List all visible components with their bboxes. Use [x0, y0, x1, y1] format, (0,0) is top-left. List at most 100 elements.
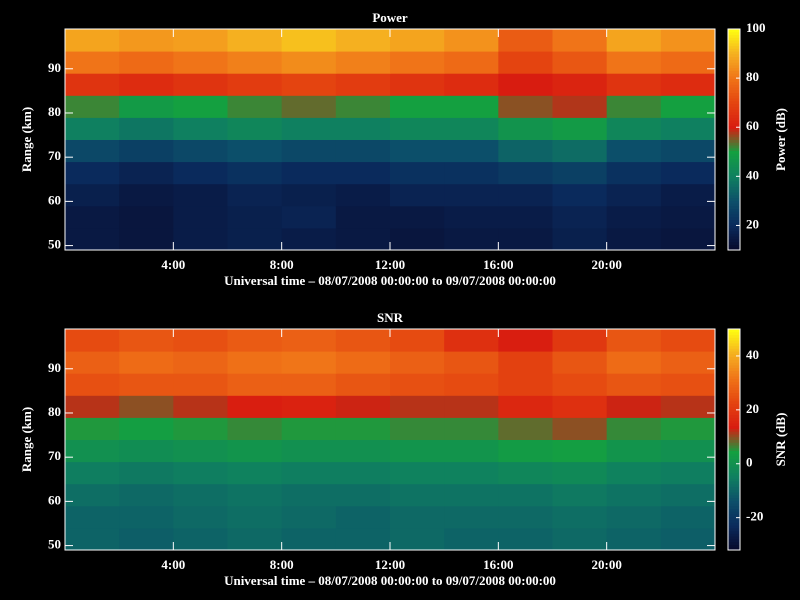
heatmap-cell	[390, 505, 445, 529]
colorbar-segment	[728, 158, 740, 163]
heatmap-cell	[498, 351, 553, 374]
colorbar-segment	[728, 403, 740, 407]
heatmap-cell	[606, 161, 662, 185]
colorbar-segment	[728, 161, 740, 165]
heatmap-cell	[660, 395, 716, 418]
heatmap-cell	[65, 329, 120, 352]
colorbar-segment	[728, 514, 740, 518]
heatmap-cell	[281, 527, 337, 551]
colorbar-segment	[728, 406, 740, 410]
colorbar-segment	[728, 103, 740, 107]
colorbar-segment	[728, 95, 740, 99]
colorbar-segment	[728, 147, 740, 152]
colorbar-segment	[728, 329, 740, 333]
heatmap-cell	[606, 73, 662, 96]
colorbar-segment	[728, 164, 740, 168]
colorbar-segment	[728, 417, 740, 421]
heatmap-cell	[606, 51, 662, 74]
heatmap-cell	[606, 95, 662, 118]
colorbar-segment	[728, 458, 740, 463]
colorbar-segment	[728, 227, 740, 232]
heatmap-cell	[173, 483, 228, 507]
colorbar-segment	[728, 172, 740, 176]
colorbar-segment	[728, 461, 740, 465]
colorbar-segment	[728, 51, 740, 55]
heatmap-cell	[660, 139, 716, 163]
y-tick-label: 50	[48, 237, 61, 252]
heatmap-cell	[606, 461, 662, 485]
heatmap-cell	[173, 29, 228, 52]
x-tick-label: 20:00	[591, 557, 621, 572]
heatmap-cell	[281, 395, 337, 418]
colorbar-segment	[728, 433, 740, 438]
y-tick-label: 90	[48, 60, 61, 75]
heatmap-cell	[552, 139, 608, 163]
colorbar-segment	[728, 75, 740, 80]
heatmap-cell	[660, 117, 716, 140]
heatmap-cell	[65, 483, 120, 507]
colorbar-segment	[728, 48, 740, 52]
heatmap-cell	[281, 351, 337, 374]
heatmap-cell	[119, 161, 174, 185]
colorbar-segment	[728, 351, 740, 355]
heatmap-cell	[498, 117, 553, 140]
colorbar-segment	[728, 203, 740, 207]
heatmap-cell	[173, 417, 228, 440]
colorbar-segment	[728, 244, 740, 248]
heatmap-cell	[281, 51, 337, 74]
colorbar-segment	[728, 367, 740, 371]
heatmap-cell	[444, 439, 499, 463]
colorbar-segment	[728, 489, 740, 493]
x-tick-label: 12:00	[375, 557, 405, 572]
colorbar-segment	[728, 211, 740, 215]
heatmap-cell	[119, 373, 174, 396]
colorbar-segment	[728, 167, 740, 171]
colorbar-segment	[728, 194, 740, 199]
heatmap-cell	[444, 329, 499, 352]
heatmap-cell	[498, 461, 553, 485]
colorbar-segment	[728, 214, 740, 218]
colorbar-segment	[728, 420, 740, 424]
colorbar-segment	[728, 381, 740, 385]
colorbar-segment	[728, 422, 740, 427]
y-tick-label: 80	[48, 104, 61, 119]
colorbar-segment	[728, 142, 740, 146]
heatmap-cell	[335, 139, 391, 163]
y-tick-label: 60	[48, 192, 61, 207]
colorbar-segment	[728, 536, 740, 540]
heatmap-cell	[227, 95, 283, 118]
heatmap-cell	[390, 483, 445, 507]
heatmap-cell	[65, 73, 120, 96]
colorbar-segment	[728, 530, 740, 534]
heatmap-cell	[552, 351, 608, 374]
heatmap-cell	[281, 505, 337, 529]
heatmap-cell	[65, 395, 120, 418]
heatmap-cell	[552, 439, 608, 463]
colorbar-segment	[728, 180, 740, 185]
x-tick-label: 4:00	[161, 557, 185, 572]
colorbar-segment	[728, 395, 740, 399]
colorbar-label: Power (dB)	[773, 108, 788, 171]
colorbar-frame	[727, 328, 741, 551]
heatmap-cell	[444, 527, 499, 551]
heatmap-cell	[606, 139, 662, 163]
colorbar-segment	[728, 81, 740, 85]
heatmap-cell	[335, 351, 391, 374]
heatmap-cell	[660, 373, 716, 396]
heatmap-cell	[335, 29, 391, 52]
heatmap-cell	[606, 329, 662, 352]
heatmap-cell	[173, 227, 228, 251]
heatmap-cell	[227, 417, 283, 440]
heatmap-cell	[173, 161, 228, 185]
colorbar-segment	[728, 428, 740, 432]
colorbar-segment	[728, 387, 740, 391]
heatmap-cell	[498, 205, 553, 229]
x-axis-label: Universal time – 08/07/2008 00:00:00 to …	[224, 573, 556, 588]
colorbar-segment	[728, 331, 740, 336]
heatmap-cell	[335, 51, 391, 74]
colorbar-segment	[728, 133, 740, 138]
colorbar-segment	[728, 467, 740, 471]
colorbar-segment	[728, 236, 740, 240]
colorbar-segment	[728, 216, 740, 221]
colorbar-segment	[728, 64, 740, 69]
